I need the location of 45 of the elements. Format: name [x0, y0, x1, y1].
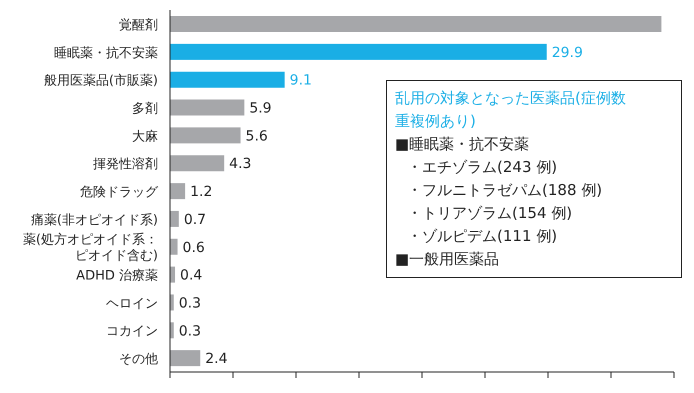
- data-label: 4.3: [229, 156, 252, 172]
- y-tick-label: 薬(処方オピオイド系：ピオイド含む): [22, 232, 158, 264]
- y-tick-label: 痛薬(非オピオイド系): [30, 212, 158, 228]
- annotation: ■睡眠薬・抗不安薬: [395, 134, 530, 155]
- bar: [170, 127, 241, 144]
- y-tick-label: ADHD 治療薬: [76, 268, 158, 284]
- annotation: ・エチゾラム(243 例): [406, 157, 558, 178]
- data-label: 0.4: [180, 268, 202, 284]
- bar: [170, 210, 179, 227]
- bar: [170, 16, 662, 32]
- annotation: 重複例あり): [395, 111, 477, 132]
- y-tick-label: 多剤: [132, 101, 158, 116]
- y-tick-label: コカイン: [106, 324, 158, 340]
- data-label: 5.6: [246, 128, 268, 144]
- bar: [170, 72, 285, 88]
- y-tick-label: ヘロイン: [106, 296, 158, 312]
- data-label: 5.9: [249, 100, 272, 117]
- data-label: 29.9: [552, 44, 583, 61]
- data-label: 0.3: [178, 295, 202, 312]
- y-tick-label: 覚醒剤: [119, 18, 158, 33]
- bar: [170, 350, 200, 366]
- y-tick-label: その他: [119, 352, 158, 368]
- y-tick-label: 睡眠薬・抗不安薬: [54, 44, 158, 61]
- data-label: 1.2: [190, 184, 212, 200]
- bar: [170, 322, 174, 338]
- bar: [170, 294, 174, 310]
- y-tick-label: 般用医薬品(市販薬): [44, 74, 158, 89]
- data-label: 0.3: [178, 323, 202, 340]
- data-label: 9.1: [290, 72, 312, 89]
- bar: [170, 238, 178, 255]
- annotation: ・ゾルピデム(111 例): [406, 226, 558, 247]
- bar: [170, 155, 224, 172]
- data-label: 0.7: [184, 212, 206, 228]
- bar: [170, 44, 547, 60]
- annotation: ・トリアゾラム(154 例): [406, 203, 574, 224]
- bar: [170, 100, 244, 116]
- annotation: 乱用の対象となった医薬品(症例数: [395, 88, 627, 109]
- y-tick-label: 大麻: [132, 129, 158, 144]
- data-label: 2.4: [205, 351, 228, 368]
- annotation: ■一般用医薬品: [395, 249, 500, 270]
- data-label: 0.6: [182, 240, 205, 256]
- bar: [170, 183, 186, 200]
- annotation: ・フルニトラゼパム(188 例): [406, 180, 604, 201]
- y-tick-label: 揮発性溶剤: [93, 156, 158, 172]
- y-tick-label: 危険ドラッグ: [80, 185, 159, 200]
